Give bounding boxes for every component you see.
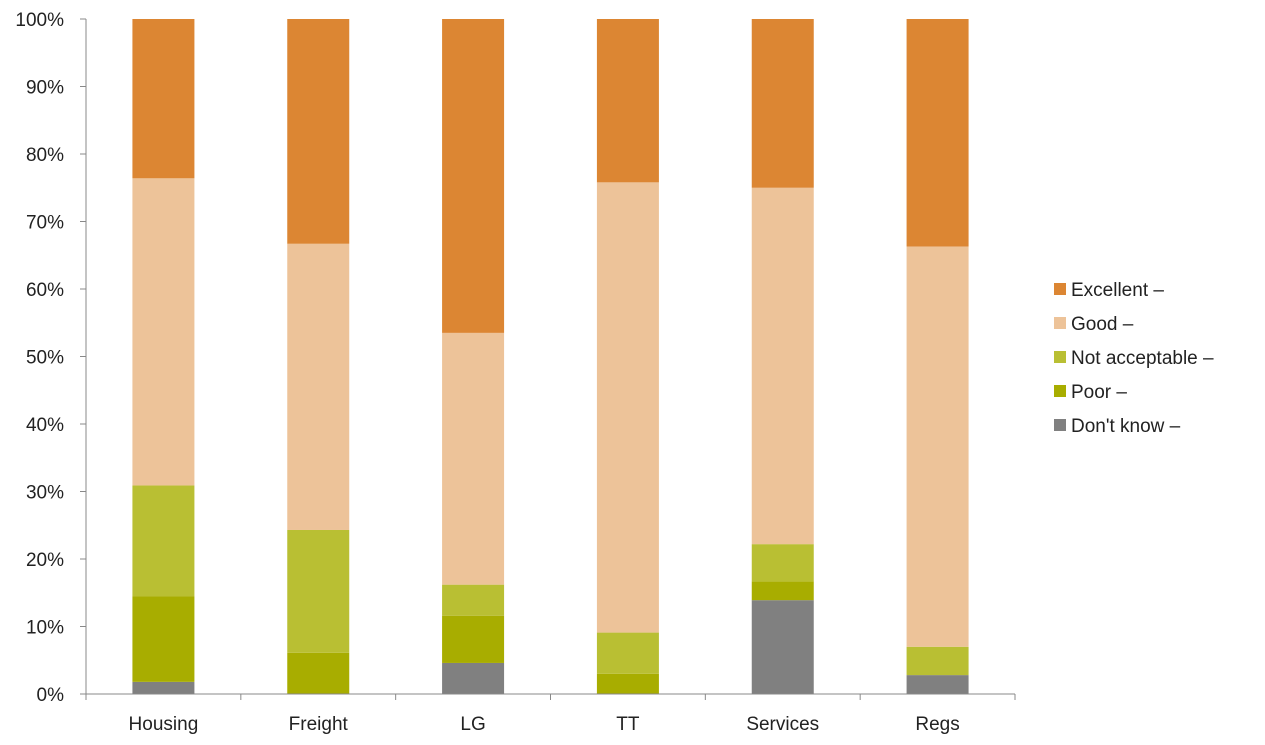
x-category-label: Regs — [915, 714, 959, 735]
bar-segment-lg-1 — [442, 615, 505, 663]
bar-segment-tt-2 — [596, 632, 659, 674]
y-tick-label: 100% — [15, 10, 64, 31]
bar-segment-freight-4 — [287, 19, 350, 244]
bar-segment-freight-1 — [287, 652, 350, 694]
y-tick-label: 50% — [26, 348, 64, 369]
y-tick-label: 70% — [26, 213, 64, 234]
bar-segment-regs-2 — [906, 646, 969, 676]
bar-segment-services-1 — [751, 581, 814, 601]
legend-label: Poor – — [1071, 382, 1127, 403]
legend-swatch — [1054, 317, 1066, 329]
bar-segment-housing-1 — [132, 596, 195, 682]
x-category-label: TT — [616, 714, 640, 735]
bar-segment-regs-4 — [906, 19, 969, 247]
y-tick-label: 80% — [26, 145, 64, 166]
bar-segment-lg-3 — [442, 332, 505, 585]
bar-segment-services-2 — [751, 544, 814, 582]
y-tick-label: 60% — [26, 280, 64, 301]
legend: Excellent – Good – Not acceptable – Poor – D… — [1054, 280, 1214, 437]
y-tick-label: 10% — [26, 618, 64, 639]
bar-segment-housing-2 — [132, 485, 195, 597]
x-category-label: Services — [746, 714, 819, 735]
y-tick-label: 90% — [26, 78, 64, 99]
y-tick-label: 30% — [26, 483, 64, 504]
bar-segment-freight-3 — [287, 243, 350, 530]
bar-segment-housing-4 — [132, 19, 195, 179]
bar-segment-tt-3 — [596, 182, 659, 633]
legend-label: Good – — [1071, 314, 1134, 335]
y-tick-label: 0% — [37, 685, 65, 706]
legend-label: Don't know – — [1071, 416, 1181, 437]
bar-segment-tt-1 — [596, 673, 659, 694]
bar-segment-lg-2 — [442, 584, 505, 616]
bar-segment-housing-3 — [132, 178, 195, 486]
bar-segment-housing-0 — [132, 681, 195, 694]
bar-segment-regs-3 — [906, 246, 969, 647]
x-category-label: Housing — [129, 714, 199, 735]
bar-segment-services-0 — [751, 600, 814, 694]
x-category-label: Freight — [289, 714, 349, 735]
legend-swatch — [1054, 283, 1066, 295]
y-tick-label: 40% — [26, 415, 64, 436]
y-tick-label: 20% — [26, 550, 64, 571]
axes-layer: 0% 10% 20% 30% 40% 50% 60% 70% 80% 90% 100% Housing… — [15, 10, 1016, 735]
legend-swatch — [1054, 385, 1066, 397]
bar-segment-regs-0 — [906, 675, 969, 694]
x-category-label: LG — [460, 714, 485, 735]
bar-segment-services-4 — [751, 19, 814, 188]
legend-label: Not acceptable – — [1071, 348, 1214, 369]
legend-label: Excellent – — [1071, 280, 1164, 301]
legend-swatch — [1054, 419, 1066, 431]
bar-segment-services-3 — [751, 187, 814, 545]
legend-swatch — [1054, 351, 1066, 363]
bar-segment-lg-4 — [442, 19, 505, 333]
bar-segment-lg-0 — [442, 662, 505, 694]
bar-segment-freight-2 — [287, 529, 350, 653]
bars-layer — [132, 19, 969, 694]
bar-segment-tt-4 — [596, 19, 659, 183]
